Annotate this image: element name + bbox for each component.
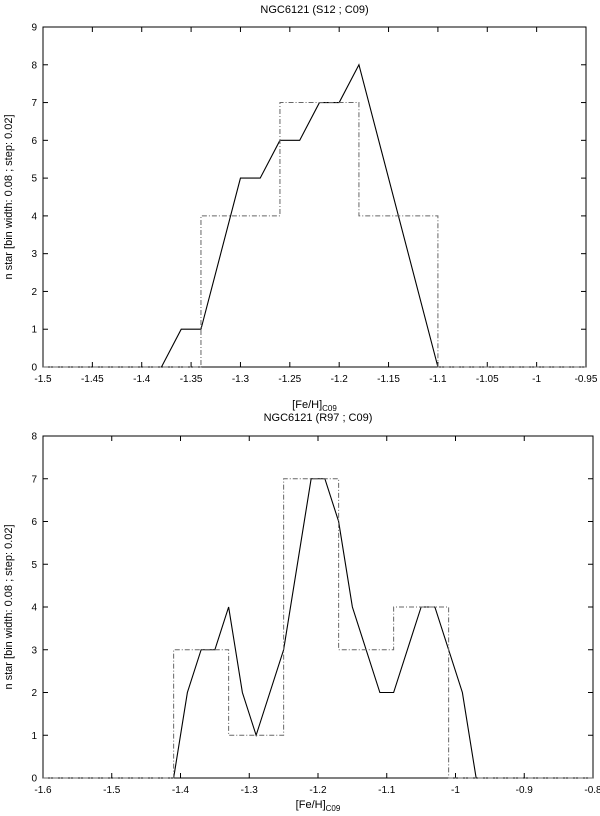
x-tick-label: -1.45	[81, 374, 104, 385]
y-tick-label: 7	[31, 474, 37, 485]
x-tick-label: -1.35	[180, 374, 203, 385]
y-tick-label: 2	[31, 287, 37, 298]
series-line-dashdot	[43, 102, 586, 368]
x-axis-label: [Fe/H]C09	[296, 799, 341, 813]
y-axis-label: n star [bin width: 0.08 ; step: 0.02]	[3, 524, 15, 689]
x-tick-label: -1.1	[378, 785, 396, 796]
y-tick-label: 1	[31, 731, 37, 742]
series-line-solid	[43, 478, 593, 779]
x-tick-label: -1.15	[377, 374, 400, 385]
chart-title: NGC6121 (S12 ; C09)	[260, 4, 368, 16]
y-tick-label: 5	[31, 174, 37, 185]
y-tick-label: 3	[31, 249, 37, 260]
plot-frame	[42, 435, 594, 779]
chart-panel-top: -1.5 -1.45 -1.4 -1.35 -1.3 -1.25 -1.2 -1.15 -1.1…	[3, 4, 598, 413]
x-tick-label: -1.4	[172, 785, 190, 796]
x-tick-label: -1.4	[133, 374, 151, 385]
y-tick-label: 1	[31, 325, 37, 336]
x-tick-label: -1.3	[241, 785, 259, 796]
y-tick-label: 6	[31, 517, 37, 528]
x-tick-label: -1.05	[476, 374, 499, 385]
series-line-solid	[43, 63, 586, 368]
y-tick-label: 5	[31, 560, 37, 571]
x-axis-label-subscript: C09	[322, 404, 337, 413]
y-axis-label: n star [bin width: 0.08 ; step: 0.02]	[3, 114, 15, 279]
x-tick-label: -1	[532, 374, 541, 385]
y-tick-label: 0	[31, 774, 37, 785]
series-line-dashdot	[43, 478, 593, 779]
x-axis-label-subscript: C09	[326, 804, 341, 813]
x-tick-label: -1.2	[331, 374, 349, 385]
x-tick-label: -1	[451, 785, 460, 796]
y-tick-label: 9	[31, 23, 37, 34]
y-tick-label: 3	[31, 645, 37, 656]
y-tick-label: 7	[31, 98, 37, 109]
y-tick-label: 8	[31, 432, 37, 443]
x-tick-label: -1.6	[34, 785, 52, 796]
x-tick-label: -1.1	[429, 374, 447, 385]
x-tick-label: -1.2	[309, 785, 327, 796]
x-axis-label-main: [Fe/H]	[292, 399, 322, 411]
y-tick-label: 0	[31, 363, 37, 374]
y-tick-label: 6	[31, 136, 37, 147]
x-tick-label: -0.95	[575, 374, 598, 385]
x-tick-label: -1.3	[232, 374, 250, 385]
x-tick-label: -0.9	[516, 785, 534, 796]
y-tick-label: 4	[31, 603, 37, 614]
y-tick-label: 8	[31, 60, 37, 71]
chart-title: NGC6121 (R97 ; C09)	[264, 412, 373, 424]
x-tick-label: -0.8	[584, 785, 600, 796]
chart-panel-bottom: -1.6 -1.5 -1.4 -1.3 -1.2 -1.1 -1 -0.9 -0.8 0 1 2 3 4 5…	[3, 412, 600, 813]
x-axis-label-main: [Fe/H]	[296, 799, 326, 811]
x-tick-label: -1.5	[103, 785, 121, 796]
y-tick-label: 2	[31, 688, 37, 699]
y-tick-label: 4	[31, 211, 37, 222]
x-axis-label: [Fe/H]C09	[292, 399, 337, 413]
plot-frame	[42, 26, 587, 368]
x-tick-label: -1.25	[278, 374, 301, 385]
x-tick-label: -1.5	[34, 374, 52, 385]
